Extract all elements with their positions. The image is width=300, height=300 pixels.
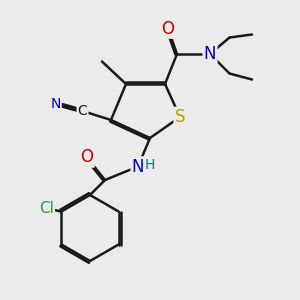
Text: O: O bbox=[80, 148, 94, 166]
Text: O: O bbox=[161, 20, 175, 38]
Text: N: N bbox=[204, 45, 216, 63]
Text: C: C bbox=[78, 104, 87, 118]
Text: N: N bbox=[50, 97, 61, 110]
Text: Cl: Cl bbox=[39, 201, 54, 216]
Text: S: S bbox=[175, 108, 185, 126]
Text: N: N bbox=[132, 158, 144, 175]
Text: H: H bbox=[144, 158, 154, 172]
